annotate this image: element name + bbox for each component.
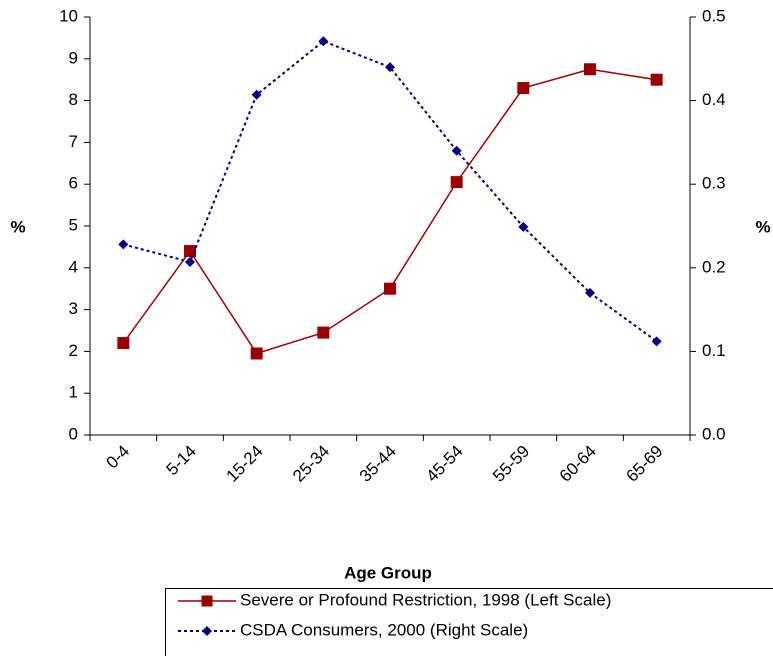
y2-tick-label: 0.1 (702, 341, 726, 360)
y-tick-label: 4 (69, 257, 78, 276)
x-tick-label: 65-69 (622, 442, 666, 486)
y-tick-label: 7 (69, 132, 78, 151)
x-tick-label: 60-64 (556, 442, 600, 486)
data-point (385, 62, 395, 73)
data-point (317, 326, 330, 339)
y-tick-label: 3 (69, 299, 78, 318)
legend-marker (202, 626, 212, 636)
y-tick-label: 9 (69, 48, 78, 67)
x-tick-label: 0-4 (103, 442, 134, 473)
legend-label: Severe or Profound Restriction, 1998 (Le… (240, 590, 611, 609)
data-point (450, 176, 463, 189)
y2-tick-label: 0.3 (702, 174, 726, 193)
y2-tick-label: 0.2 (702, 257, 726, 276)
y-tick-label: 6 (69, 174, 78, 193)
data-point (184, 245, 196, 258)
y-tick-label: 2 (69, 341, 78, 360)
x-tick-label: 5-14 (163, 442, 200, 479)
y-tick-label: 0 (69, 424, 78, 443)
data-point (650, 73, 663, 86)
y2-tick-label: 0.5 (702, 6, 726, 25)
legend-marker (201, 595, 213, 607)
data-point (651, 336, 662, 347)
data-point (117, 337, 130, 350)
data-point (518, 221, 529, 232)
data-point (384, 282, 396, 295)
y-tick-label: 10 (59, 6, 78, 25)
data-point (185, 256, 195, 267)
y-axis-label: % (10, 217, 25, 236)
x-tick-label: 25-34 (289, 442, 333, 486)
series-line (122, 68, 657, 355)
y2-axis-label: % (755, 217, 770, 236)
legend-label: CSDA Consumers, 2000 (Right Scale) (240, 620, 528, 639)
data-point (318, 36, 329, 47)
data-point (118, 239, 129, 250)
y2-tick-label: 0.0 (702, 424, 726, 443)
y-tick-label: 1 (69, 383, 78, 402)
data-point (584, 63, 596, 76)
y-tick-label: 5 (69, 215, 78, 234)
legend-box (165, 588, 773, 656)
data-point (251, 89, 262, 100)
y2-tick-label: 0.4 (702, 90, 726, 109)
x-tick-label: 45-54 (422, 442, 466, 486)
data-point (250, 347, 263, 360)
data-point (585, 287, 595, 298)
x-tick-label: 55-59 (489, 442, 533, 486)
y-tick-label: 8 (69, 90, 78, 109)
x-tick-label: 35-44 (356, 442, 400, 486)
series-line (123, 40, 658, 343)
data-point (451, 145, 462, 156)
data-point (517, 82, 530, 95)
x-tick-label: 15-24 (222, 442, 266, 486)
x-axis-label: Age Group (344, 563, 432, 582)
